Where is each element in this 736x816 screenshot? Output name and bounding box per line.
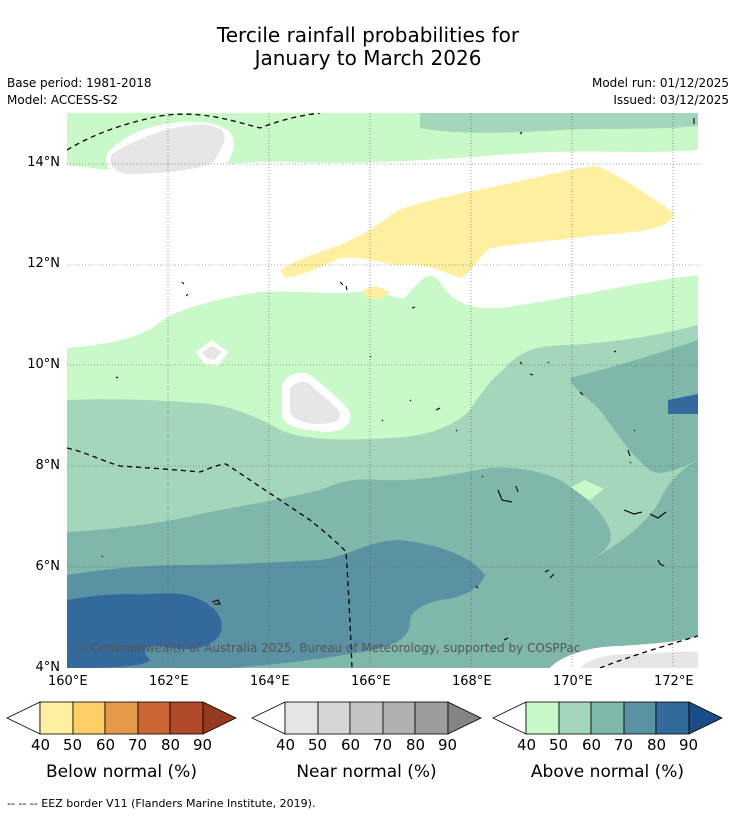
- cb-above-tick-80: 80: [647, 736, 667, 754]
- island-marks: [101, 118, 695, 641]
- cb-above-tick-90: 90: [679, 736, 699, 754]
- colorbar-below-cell-50: [72, 701, 106, 735]
- colorbar-above-normal: [492, 701, 723, 735]
- cb-near-tick-50: 50: [308, 736, 328, 754]
- lon-label-162e: 162°E: [149, 674, 189, 689]
- cb-near-tick-70: 70: [373, 736, 393, 754]
- colorbar-above-arrow-high: [688, 701, 723, 735]
- colorbar-near-cell-80: [414, 701, 449, 735]
- colorbar-near-normal: [251, 701, 482, 735]
- map-title-line1: Tercile rainfall probabilities for: [216, 23, 520, 47]
- map-title-line2: January to March 2026: [254, 46, 482, 70]
- near-normal-label: Near normal (%): [296, 762, 437, 782]
- below-normal-label: Below normal (%): [46, 762, 197, 782]
- eez-borders: [67, 113, 698, 668]
- colorbar-below-cell-80: [169, 701, 204, 735]
- near-normal-40-small: [202, 346, 222, 360]
- below-normal-40-spot: [362, 286, 390, 300]
- colorbar-below-cell-40: [39, 701, 74, 735]
- model-run: Model run: 01/12/2025: [591, 76, 729, 90]
- lat-label-4n: 4°N: [35, 660, 61, 675]
- cb-below-tick-80: 80: [161, 736, 181, 754]
- cb-below-tick-40: 40: [31, 736, 51, 754]
- colorbar-below-arrow-high: [202, 701, 237, 735]
- colorbar-near-cell-50: [317, 701, 351, 735]
- above-normal-80: [67, 593, 222, 668]
- model-name: Model: ACCESS-S2: [7, 93, 119, 107]
- colorbar-above-cell-60: [590, 701, 625, 735]
- cb-above-tick-70: 70: [614, 736, 634, 754]
- cb-above-tick-60: 60: [582, 736, 602, 754]
- near-normal-40-mid: [290, 381, 341, 424]
- colorbar-near-arrow-low: [251, 701, 286, 735]
- lat-label-14n: 14°N: [27, 155, 60, 170]
- colorbar-below-normal: [6, 701, 237, 735]
- colorbar-near-cell-70: [382, 701, 416, 735]
- map-gridlines: [67, 113, 698, 668]
- cb-near-tick-90: 90: [438, 736, 458, 754]
- lon-label-164e: 164°E: [250, 674, 290, 689]
- lat-label-6n: 6°N: [35, 559, 61, 574]
- issued-date: Issued: 03/12/2025: [613, 93, 729, 107]
- colorbar-near-cell-40: [284, 701, 319, 735]
- cb-below-tick-50: 50: [63, 736, 83, 754]
- above-normal-60-east: [570, 340, 698, 473]
- map-area: [67, 113, 698, 668]
- above-normal-40-spot: [566, 480, 604, 500]
- cb-near-tick-60: 60: [341, 736, 361, 754]
- below-normal-40: [280, 166, 674, 278]
- cb-below-tick-60: 60: [96, 736, 116, 754]
- lon-label-170e: 170°E: [553, 674, 593, 689]
- copyright-notice: © Commonwealth of Australia 2025, Bureau…: [75, 641, 581, 655]
- colorbar-near-arrow-high: [447, 701, 482, 735]
- colorbar-above-cell-40: [525, 701, 560, 735]
- lon-label-166e: 166°E: [351, 674, 391, 689]
- cb-above-tick-50: 50: [549, 736, 569, 754]
- lat-label-12n: 12°N: [27, 256, 60, 271]
- above-normal-label: Above normal (%): [530, 762, 685, 782]
- near-normal-40-north: [110, 124, 225, 174]
- cb-below-tick-90: 90: [193, 736, 213, 754]
- lat-label-10n: 10°N: [27, 357, 60, 372]
- colorbar-below-cell-70: [137, 701, 171, 735]
- cb-near-tick-80: 80: [406, 736, 426, 754]
- cb-below-tick-70: 70: [128, 736, 148, 754]
- colorbar-above-cell-50: [558, 701, 592, 735]
- colorbar-near-cell-60: [349, 701, 384, 735]
- above-normal-70-east-spot: [668, 394, 698, 414]
- lon-label-160e: 160°E: [48, 674, 88, 689]
- colorbar-below-cell-60: [104, 701, 139, 735]
- base-period: Base period: 1981-2018: [7, 76, 152, 90]
- colorbar-above-arrow-low: [492, 701, 527, 735]
- colorbar-above-cell-70: [623, 701, 657, 735]
- eez-footnote: -- -- -- EEZ border V11 (Flanders Marine…: [7, 797, 316, 810]
- cb-above-tick-40: 40: [517, 736, 537, 754]
- cb-near-tick-40: 40: [276, 736, 296, 754]
- lon-label-172e: 172°E: [654, 674, 694, 689]
- above-normal-50-north: [420, 113, 698, 133]
- lat-label-8n: 8°N: [35, 458, 61, 473]
- colorbar-above-cell-80: [655, 701, 690, 735]
- colorbar-below-arrow-low: [6, 701, 41, 735]
- lon-label-168e: 168°E: [452, 674, 492, 689]
